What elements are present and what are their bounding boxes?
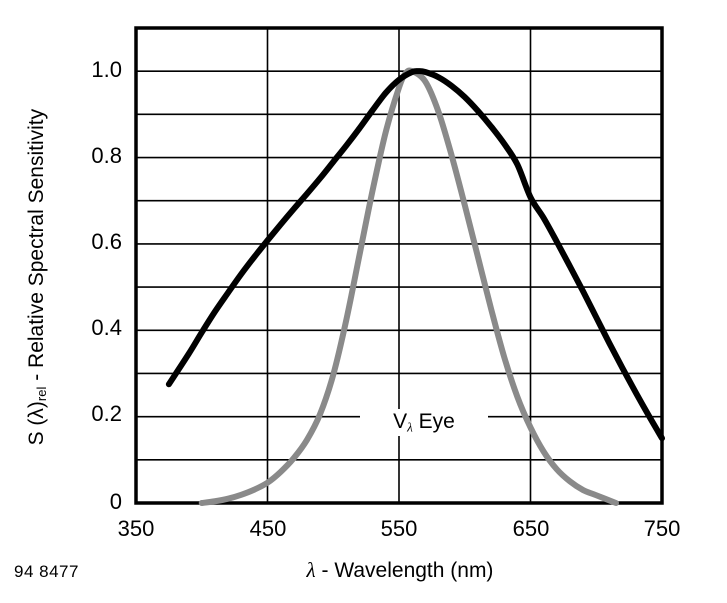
x-axis-label-rest: - Wavelength (nm): [315, 559, 494, 582]
y-tick-label-1.0: 1.0: [91, 57, 122, 82]
x-tick-label-650: 650: [512, 516, 550, 541]
curve-detector: [165, 68, 665, 442]
y-tick-label-0: 0: [109, 489, 122, 514]
series-paths: [165, 67, 665, 506]
grid-lines: [136, 28, 662, 503]
x-axis-label-lambda: λ: [306, 558, 316, 582]
figure-code: 94 8477: [14, 562, 79, 581]
x-tick-label-750: 750: [643, 516, 681, 541]
y-tick-label-0.4: 0.4: [91, 315, 122, 340]
x-axis-label: λ - Wavelength (nm): [160, 558, 640, 583]
annotation-rest: Eye: [412, 410, 455, 433]
plot-frame: [134, 26, 664, 505]
annotation-prefix: V: [393, 410, 408, 433]
x-tick-label-450: 450: [249, 516, 287, 541]
y-tick-label-0.2: 0.2: [91, 401, 122, 426]
annotation-subscript: λ: [407, 419, 413, 435]
y-tick-label-0.8: 0.8: [91, 143, 122, 168]
x-tick-label-550: 550: [380, 516, 418, 541]
y-tick-label-0.6: 0.6: [91, 229, 122, 254]
x-tick-label-350: 350: [117, 516, 155, 541]
annotation-v-lambda-eye: Vλ Eye: [360, 409, 488, 437]
